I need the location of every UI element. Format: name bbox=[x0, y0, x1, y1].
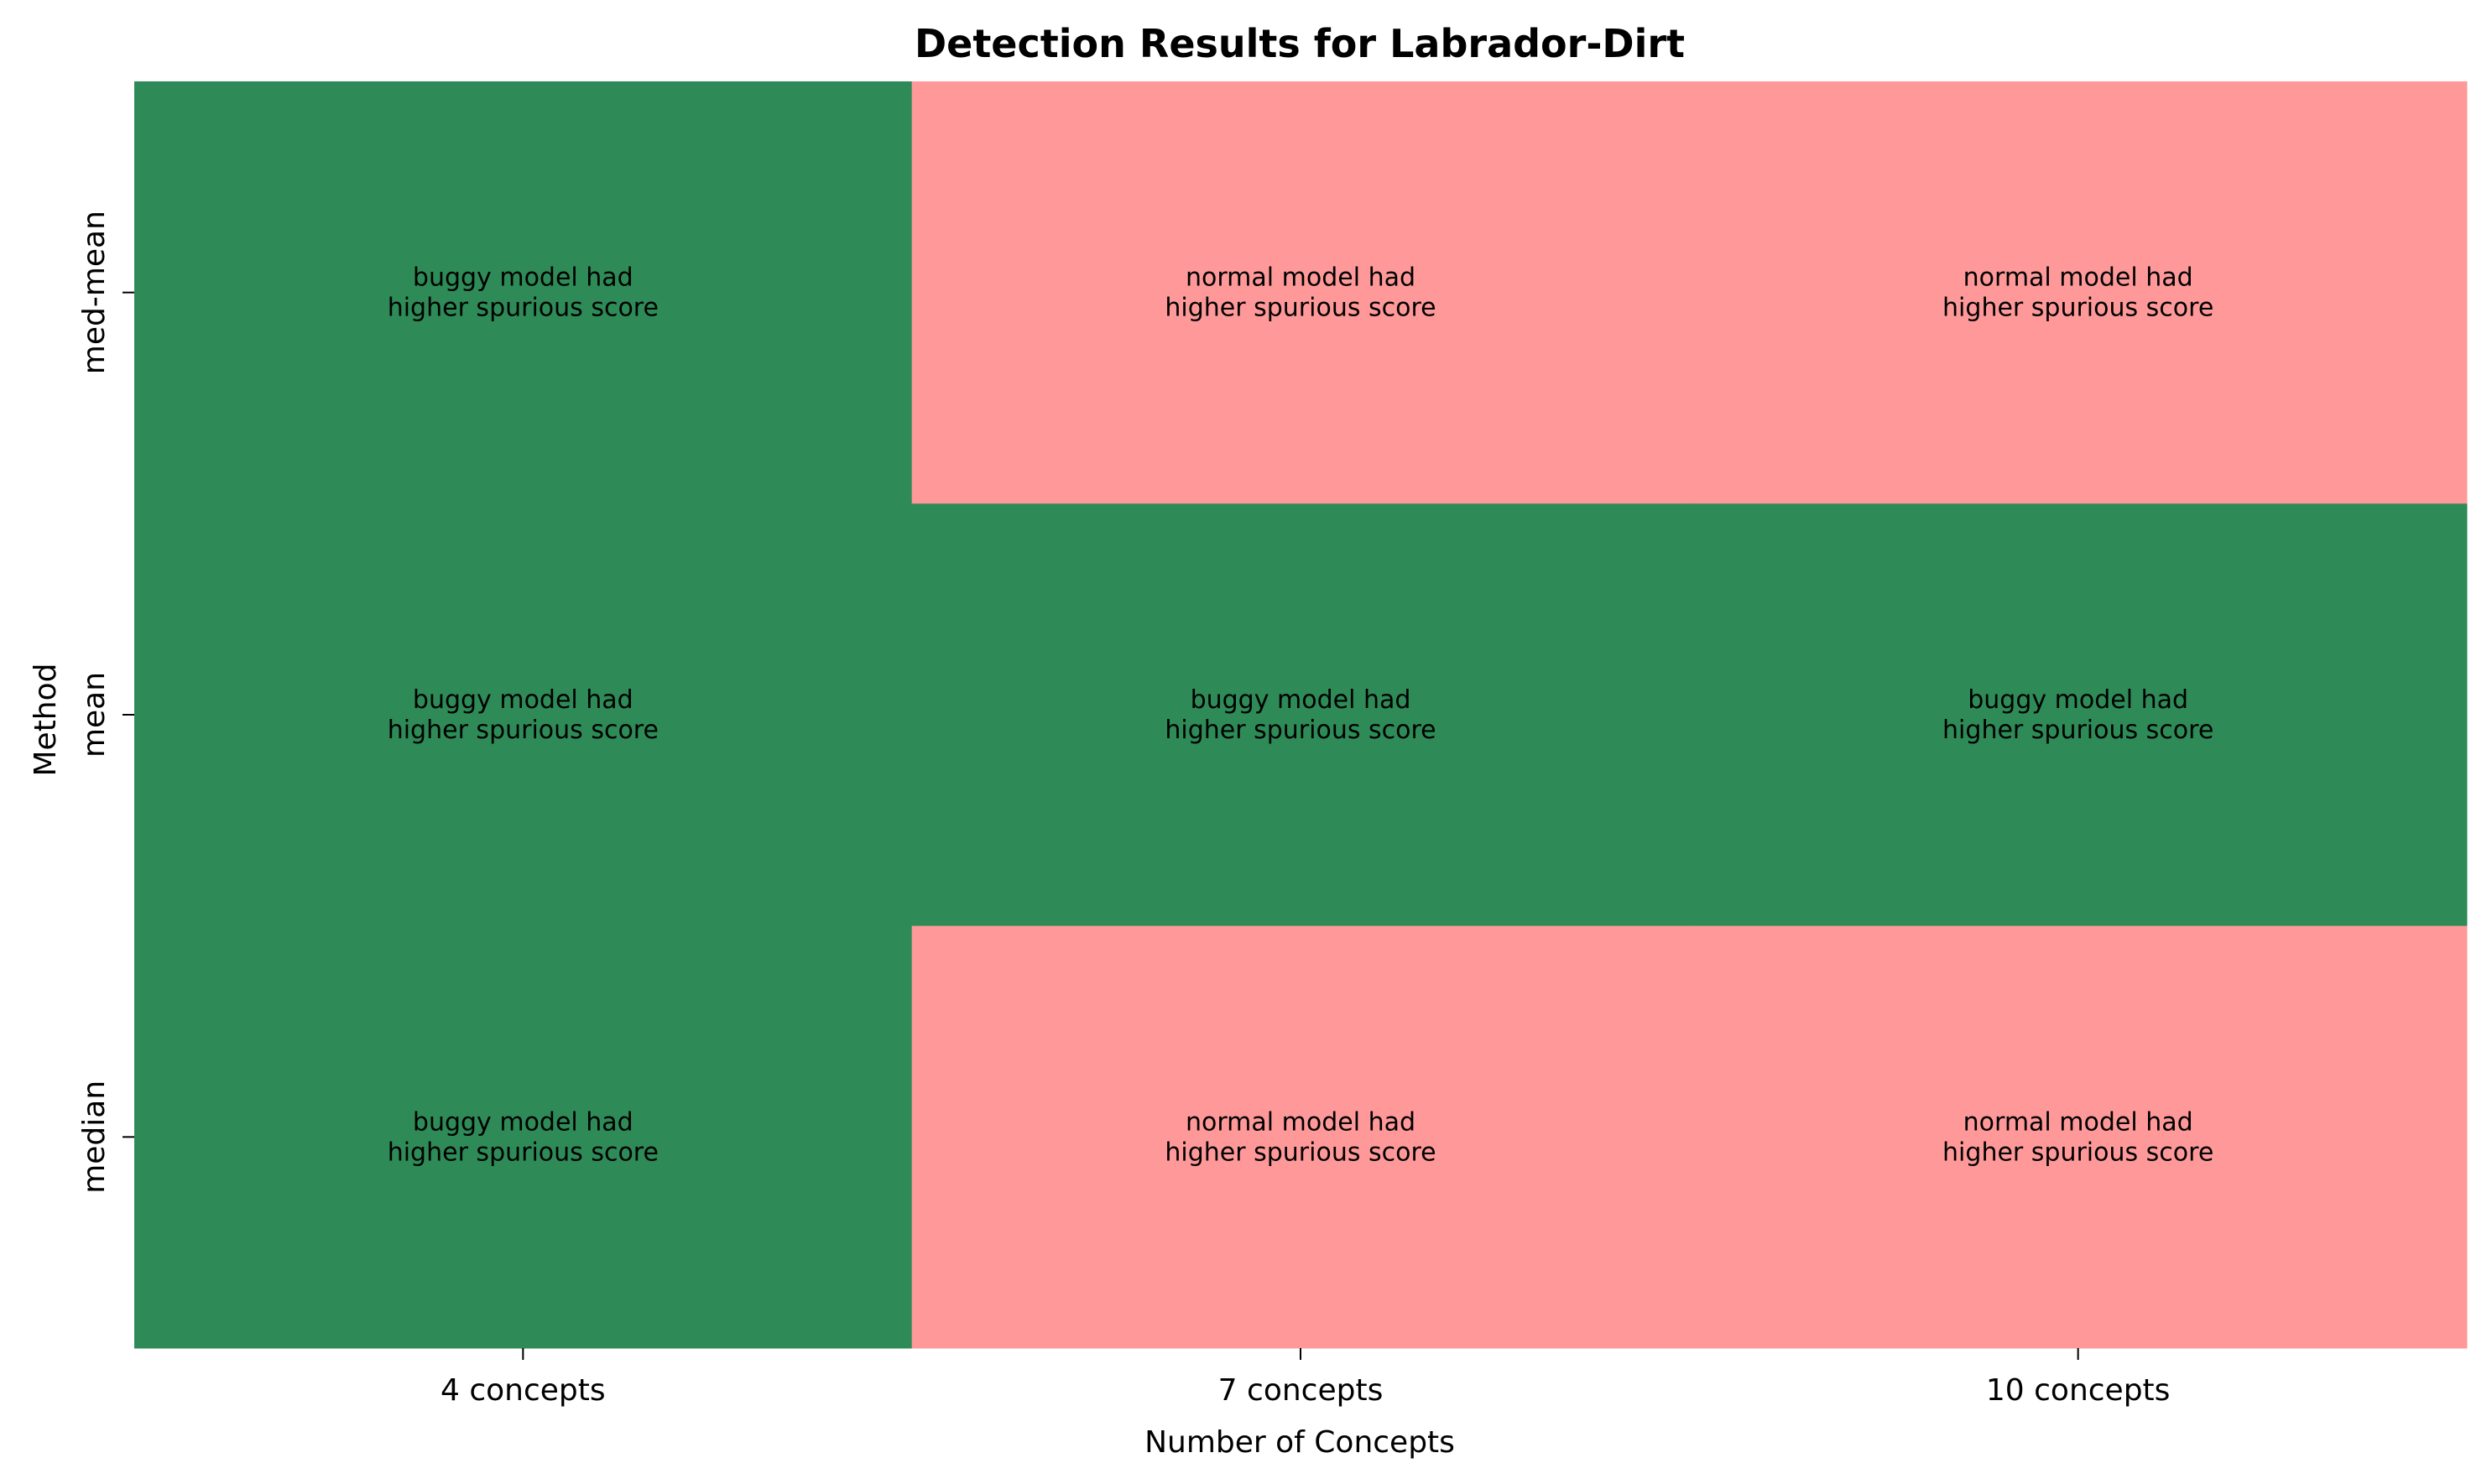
cell-label-line1: buggy model had bbox=[413, 685, 633, 715]
heatmap-cell bbox=[1689, 503, 2468, 927]
chart-title: Detection Results for Labrador-Dirt bbox=[915, 21, 1685, 66]
y-tick-label: median bbox=[77, 1080, 112, 1194]
heatmap-cell bbox=[134, 81, 913, 504]
y-axis-ticks: med-mean mean median bbox=[77, 211, 134, 1194]
y-tick-label: mean bbox=[77, 672, 112, 758]
cell-label-line2: higher spurious score bbox=[1165, 1138, 1436, 1167]
cell-label-line2: higher spurious score bbox=[388, 294, 659, 323]
cell-label-line2: higher spurious score bbox=[1165, 294, 1436, 323]
heatmap-cell bbox=[911, 925, 1690, 1349]
heatmap-cell bbox=[134, 925, 913, 1349]
cell-label-line1: buggy model had bbox=[413, 1107, 633, 1137]
cell-label-line2: higher spurious score bbox=[1942, 1138, 2213, 1167]
cell-label-line1: buggy model had bbox=[1968, 685, 2188, 715]
y-tick-label: med-mean bbox=[77, 211, 112, 374]
heatmap-cell bbox=[134, 503, 913, 927]
y-axis-label: Method bbox=[29, 663, 63, 776]
cell-label-line1: normal model had bbox=[1963, 263, 2193, 293]
cell-label-line2: higher spurious score bbox=[1165, 716, 1436, 745]
x-tick-label: 10 concepts bbox=[1986, 1373, 2171, 1408]
x-tick-label: 4 concepts bbox=[441, 1373, 606, 1408]
cell-label-line1: buggy model had bbox=[1191, 685, 1411, 715]
heatmap-cell bbox=[1689, 925, 2468, 1349]
heatmap-cell bbox=[911, 81, 1690, 504]
x-axis-label: Number of Concepts bbox=[1144, 1425, 1455, 1460]
cell-label-line1: normal model had bbox=[1186, 1107, 1415, 1137]
cell-label-line1: normal model had bbox=[1186, 263, 1415, 293]
cell-label-line1: buggy model had bbox=[413, 263, 633, 293]
x-tick-label: 7 concepts bbox=[1218, 1373, 1384, 1408]
cell-label-line1: normal model had bbox=[1963, 1107, 2193, 1137]
cell-label-line2: higher spurious score bbox=[388, 716, 659, 745]
cell-label-line2: higher spurious score bbox=[1942, 294, 2213, 323]
x-axis-ticks: 4 concepts 7 concepts 10 concepts bbox=[441, 1348, 2170, 1408]
cell-label-line2: higher spurious score bbox=[1942, 716, 2213, 745]
heatmap-cell bbox=[1689, 81, 2468, 504]
cell-label-line2: higher spurious score bbox=[388, 1138, 659, 1167]
heatmap-cell bbox=[911, 503, 1690, 927]
